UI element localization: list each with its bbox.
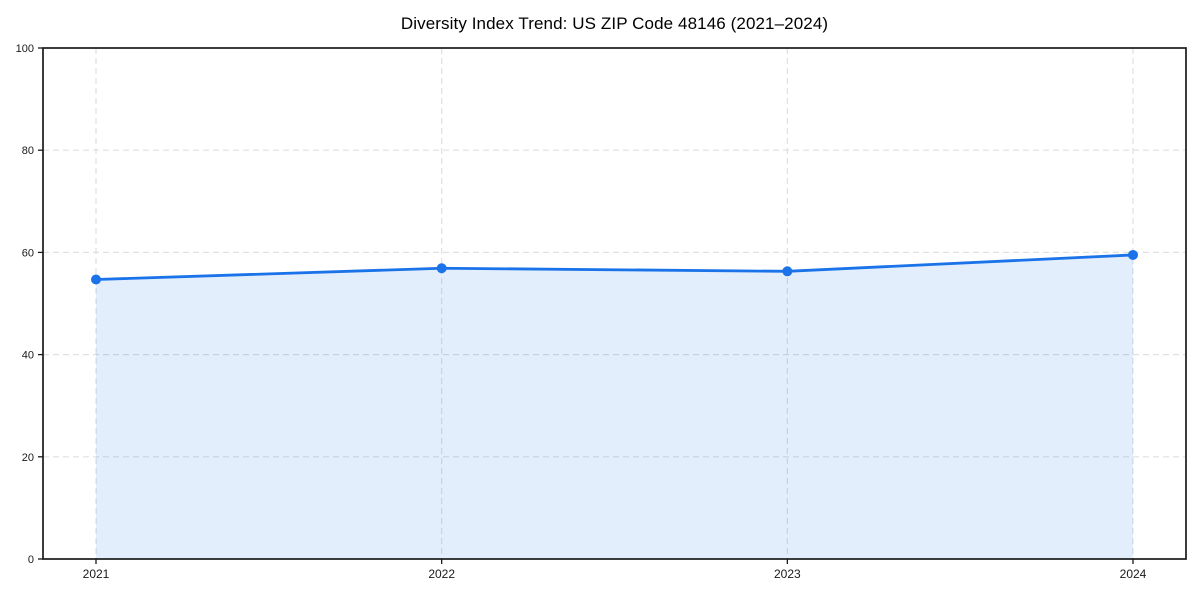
y-axis-tick-label: 40 — [22, 350, 34, 362]
y-axis-tick-label: 80 — [22, 145, 34, 157]
x-axis-tick-label: 2022 — [428, 567, 455, 581]
y-axis-tick-label: 20 — [22, 452, 34, 464]
y-axis-tick-label: 60 — [22, 247, 34, 259]
data-point-marker — [91, 274, 101, 285]
data-point-marker — [1128, 249, 1138, 260]
trend-line — [94, 253, 1135, 281]
area-fill — [96, 254, 1133, 559]
x-axis-tick-label: 2021 — [83, 567, 110, 581]
data-point-marker — [782, 266, 793, 277]
plot-border — [42, 47, 1187, 560]
chart-title: Diversity Index Trend: US ZIP Code 48146… — [400, 14, 829, 33]
y-axis-tick-label: 0 — [28, 554, 34, 566]
y-axis-tick-label: 100 — [16, 43, 34, 55]
data-point-marker — [436, 263, 447, 274]
x-axis-tick-label: 2024 — [1120, 567, 1147, 581]
x-axis-tick-label: 2023 — [774, 567, 801, 581]
